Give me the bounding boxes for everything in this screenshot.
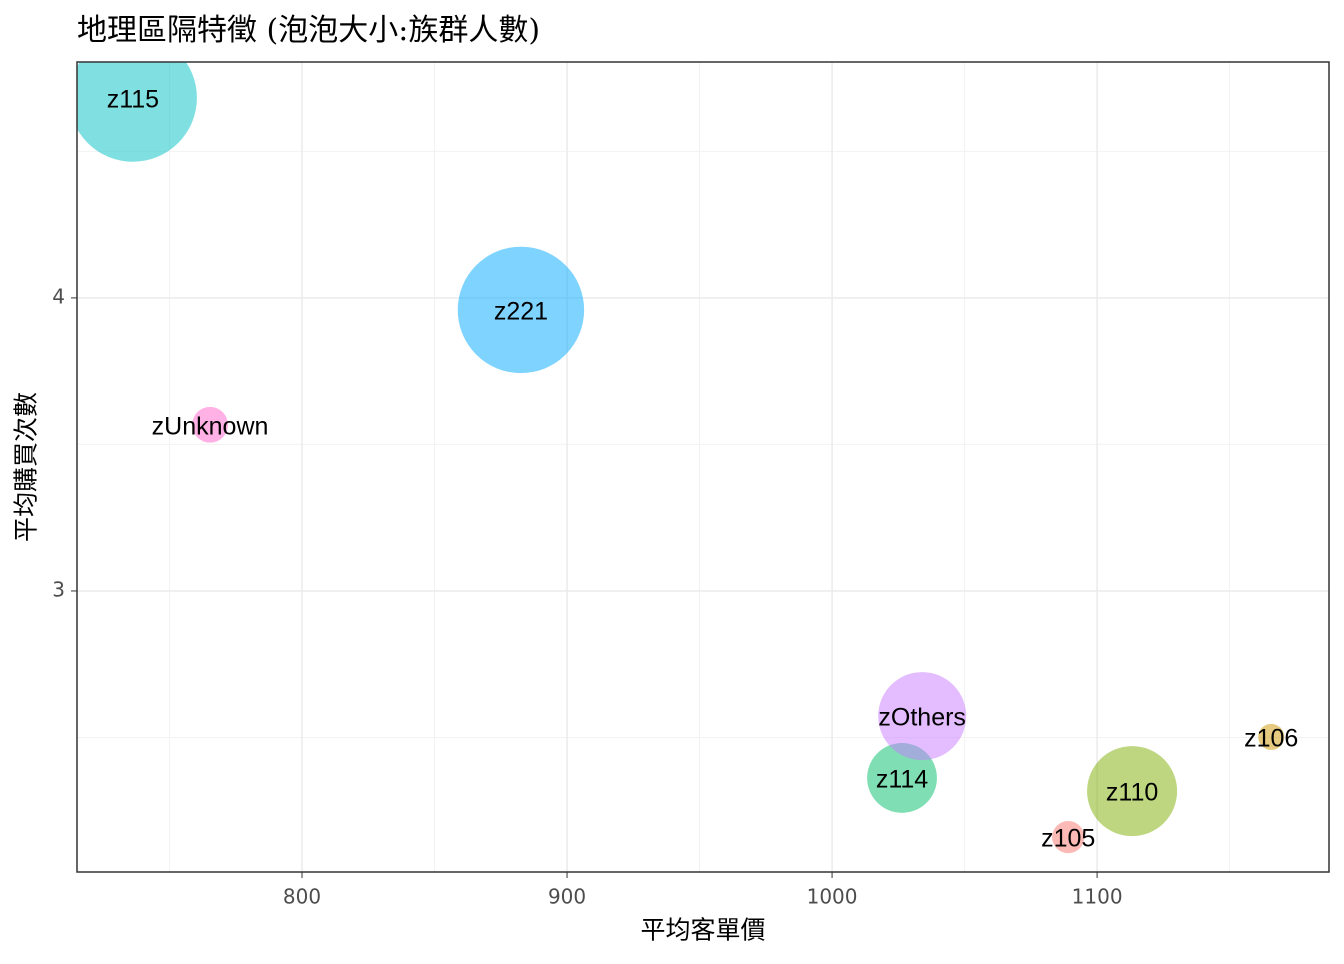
bubble-label: z115 <box>107 85 159 113</box>
y-tick-label: 3 <box>52 577 65 601</box>
bubble <box>1087 746 1178 837</box>
bubble-label: zOthers <box>878 704 966 732</box>
bubble <box>77 62 197 162</box>
bubble <box>457 246 585 374</box>
bubble-label: z106 <box>1244 725 1298 753</box>
chart-title: 地理區隔特徵 (泡泡大小:族群人數) <box>77 13 540 48</box>
x-tick-label: 800 <box>283 885 321 909</box>
y-axis-title: 平均購買次數 <box>12 392 41 542</box>
bubble <box>878 672 967 761</box>
bubble-label: z114 <box>876 766 928 794</box>
bubble-label: zUnknown <box>152 412 269 440</box>
bubble-label: z105 <box>1041 825 1095 853</box>
x-axis-title: 平均客單價 <box>640 916 765 945</box>
bubble-label: z221 <box>494 298 548 326</box>
plot-border <box>76 61 1330 873</box>
bubble <box>1258 723 1285 750</box>
x-tick-label: 900 <box>548 885 586 909</box>
bubble <box>192 406 228 443</box>
bubble <box>1052 821 1085 854</box>
x-tick-label: 1100 <box>1072 885 1123 909</box>
y-tick-label: 4 <box>52 284 65 308</box>
x-tick-label: 1000 <box>807 885 858 909</box>
bubble-label: z110 <box>1106 779 1158 807</box>
bubble <box>867 743 937 813</box>
